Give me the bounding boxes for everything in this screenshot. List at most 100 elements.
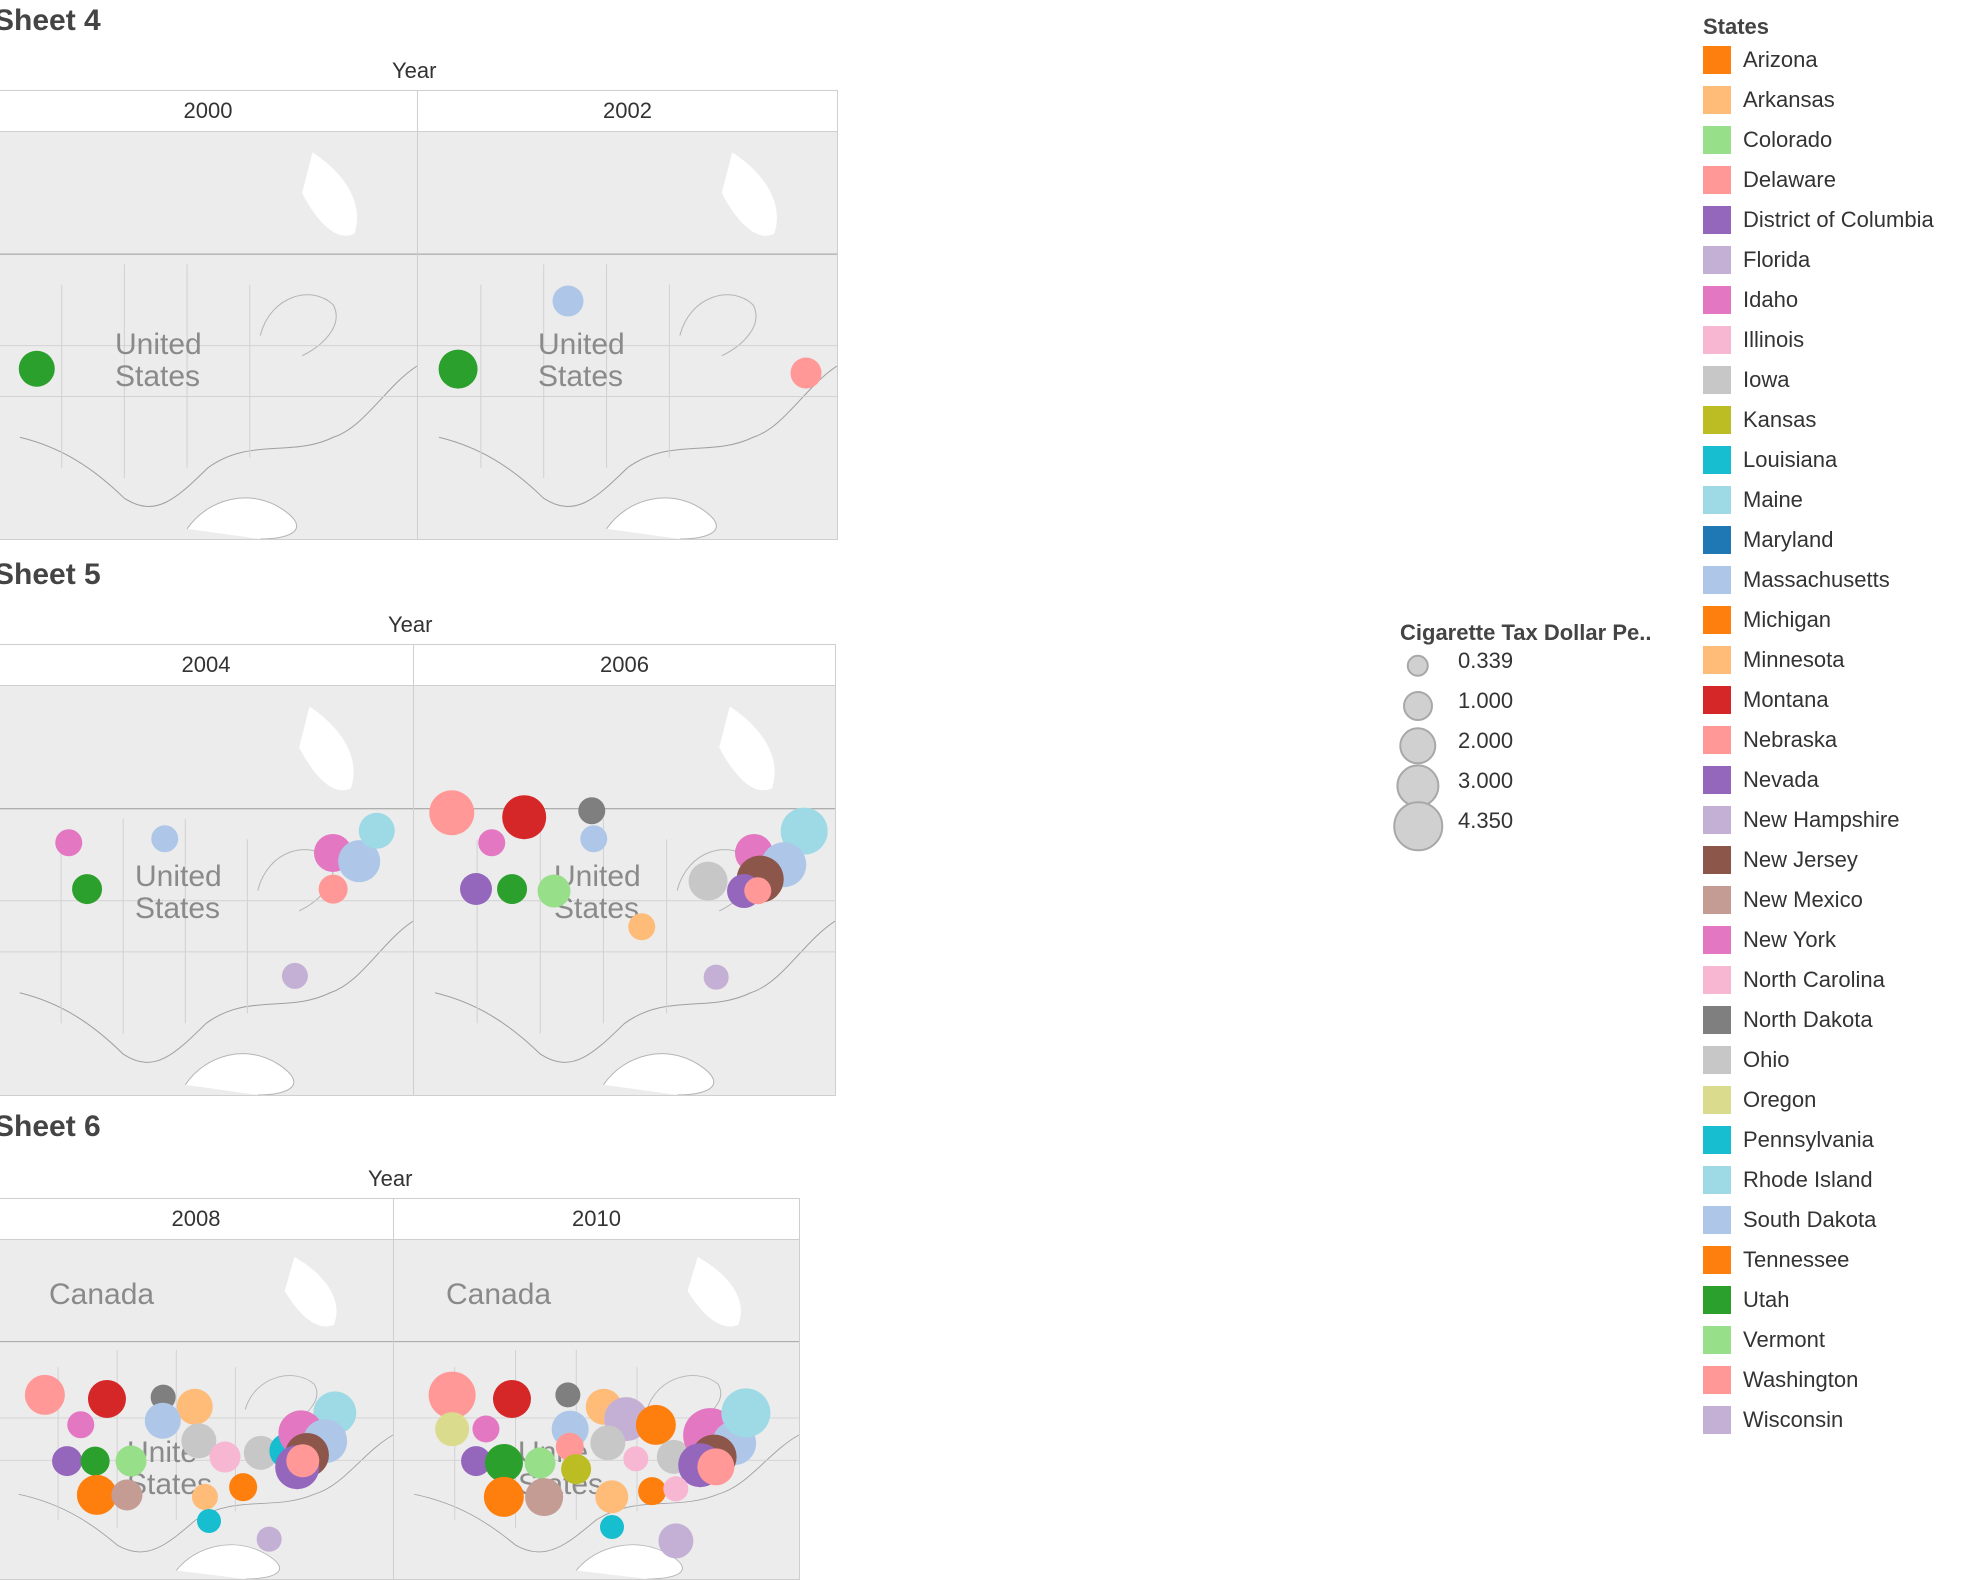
year-column-label[interactable]: 2002 [418,91,837,132]
state-tax-marker[interactable] [525,1478,563,1516]
year-column-label[interactable]: 2008 [0,1199,393,1240]
state-tax-marker[interactable] [72,874,102,904]
state-tax-marker[interactable] [256,1526,282,1552]
state-tax-marker[interactable] [318,874,348,904]
state-tax-marker[interactable] [663,1476,689,1502]
state-tax-marker[interactable] [561,1454,591,1484]
state-tax-marker[interactable] [144,1402,182,1440]
color-legend-item[interactable]: Minnesota [1703,644,1845,676]
color-legend-item[interactable]: Oregon [1703,1084,1816,1116]
state-tax-marker[interactable] [688,861,728,901]
state-tax-marker[interactable] [721,1388,771,1438]
state-tax-marker[interactable] [623,1446,649,1472]
state-tax-marker[interactable] [358,812,396,850]
state-tax-marker[interactable] [484,1443,524,1483]
state-tax-marker[interactable] [429,790,475,836]
color-legend-item[interactable]: Pennsylvania [1703,1124,1874,1156]
color-legend-item[interactable]: Louisiana [1703,444,1837,476]
color-legend-item[interactable]: Rhode Island [1703,1164,1873,1196]
sheet-title[interactable]: Sheet 5 [0,558,101,591]
color-legend-item[interactable]: District of Columbia [1703,204,1934,236]
state-tax-marker[interactable] [472,1415,500,1443]
color-legend-item[interactable]: Idaho [1703,284,1798,316]
color-legend-item[interactable]: Maryland [1703,524,1833,556]
color-legend-item[interactable]: Florida [1703,244,1810,276]
color-legend-item[interactable]: Washington [1703,1364,1858,1396]
state-tax-marker[interactable] [76,1474,118,1516]
state-tax-marker[interactable] [460,873,492,905]
state-tax-marker[interactable] [87,1379,127,1419]
state-tax-marker[interactable] [176,1388,214,1426]
color-legend-item[interactable]: Arkansas [1703,84,1835,116]
map-view[interactable]: United States [0,132,417,539]
year-column-label[interactable]: 2010 [394,1199,799,1240]
color-legend-item[interactable]: Iowa [1703,364,1789,396]
state-tax-marker[interactable] [502,795,546,839]
state-tax-marker[interactable] [111,1479,143,1511]
color-legend-item[interactable]: New Jersey [1703,844,1858,876]
state-tax-marker[interactable] [52,1446,82,1476]
state-tax-marker[interactable] [578,797,606,825]
state-tax-marker[interactable] [703,964,729,990]
state-tax-marker[interactable] [590,1425,626,1461]
state-tax-marker[interactable] [628,913,656,941]
color-legend-item[interactable]: Tennessee [1703,1244,1849,1276]
color-legend-item[interactable]: Ohio [1703,1044,1789,1076]
state-tax-marker[interactable] [209,1441,241,1473]
color-legend-item[interactable]: New Hampshire [1703,804,1900,836]
state-tax-marker[interactable] [80,1446,110,1476]
color-legend-item[interactable]: Colorado [1703,124,1832,156]
state-tax-marker[interactable] [286,1444,320,1478]
state-tax-marker[interactable] [483,1476,525,1518]
color-legend-item[interactable]: Wisconsin [1703,1404,1843,1436]
state-tax-marker[interactable] [435,1412,469,1446]
state-tax-marker[interactable] [428,1371,476,1419]
state-tax-marker[interactable] [18,350,56,388]
map-view[interactable]: Canada Unite States [0,1240,393,1579]
state-tax-marker[interactable] [600,1515,624,1539]
state-tax-marker[interactable] [191,1483,219,1511]
color-legend-item[interactable]: Illinois [1703,324,1804,356]
state-tax-marker[interactable] [438,349,478,389]
state-tax-marker[interactable] [497,874,527,904]
color-legend-item[interactable]: Kansas [1703,404,1816,436]
color-legend-item[interactable]: Nevada [1703,764,1819,796]
state-tax-marker[interactable] [697,1448,735,1486]
year-column-label[interactable]: 2004 [0,645,413,686]
state-tax-marker[interactable] [790,357,822,389]
state-tax-marker[interactable] [229,1473,257,1501]
color-legend-item[interactable]: Delaware [1703,164,1836,196]
color-legend-item[interactable]: Arizona [1703,44,1818,76]
color-legend-item[interactable]: Montana [1703,684,1829,716]
color-legend-item[interactable]: Maine [1703,484,1803,516]
state-tax-marker[interactable] [55,829,83,857]
state-tax-marker[interactable] [115,1445,147,1477]
color-legend-item[interactable]: South Dakota [1703,1204,1876,1236]
state-tax-marker[interactable] [492,1379,532,1419]
state-tax-marker[interactable] [524,1447,556,1479]
state-tax-marker[interactable] [595,1480,629,1514]
map-view[interactable]: United States [414,686,835,1095]
state-tax-marker[interactable] [478,829,506,857]
state-tax-marker[interactable] [537,874,571,908]
map-view[interactable]: Canada Unite States [394,1240,799,1579]
color-legend-item[interactable]: New York [1703,924,1836,956]
state-tax-marker[interactable] [151,825,179,853]
state-tax-marker[interactable] [580,825,608,853]
color-legend-item[interactable]: Nebraska [1703,724,1837,756]
color-legend-item[interactable]: Utah [1703,1284,1789,1316]
state-tax-marker[interactable] [24,1374,66,1416]
state-tax-marker[interactable] [555,1382,581,1408]
color-legend-item[interactable]: Vermont [1703,1324,1825,1356]
map-view[interactable]: United States [0,686,413,1095]
state-tax-marker[interactable] [635,1404,677,1446]
sheet-title[interactable]: Sheet 4 [0,4,101,37]
state-tax-marker[interactable] [744,877,772,905]
state-tax-marker[interactable] [281,962,309,990]
state-tax-marker[interactable] [552,285,584,317]
color-legend-item[interactable]: New Mexico [1703,884,1863,916]
color-legend-item[interactable]: North Carolina [1703,964,1885,996]
color-legend-item[interactable]: North Dakota [1703,1004,1873,1036]
map-view[interactable]: United States [418,132,837,539]
state-tax-marker[interactable] [67,1411,95,1439]
